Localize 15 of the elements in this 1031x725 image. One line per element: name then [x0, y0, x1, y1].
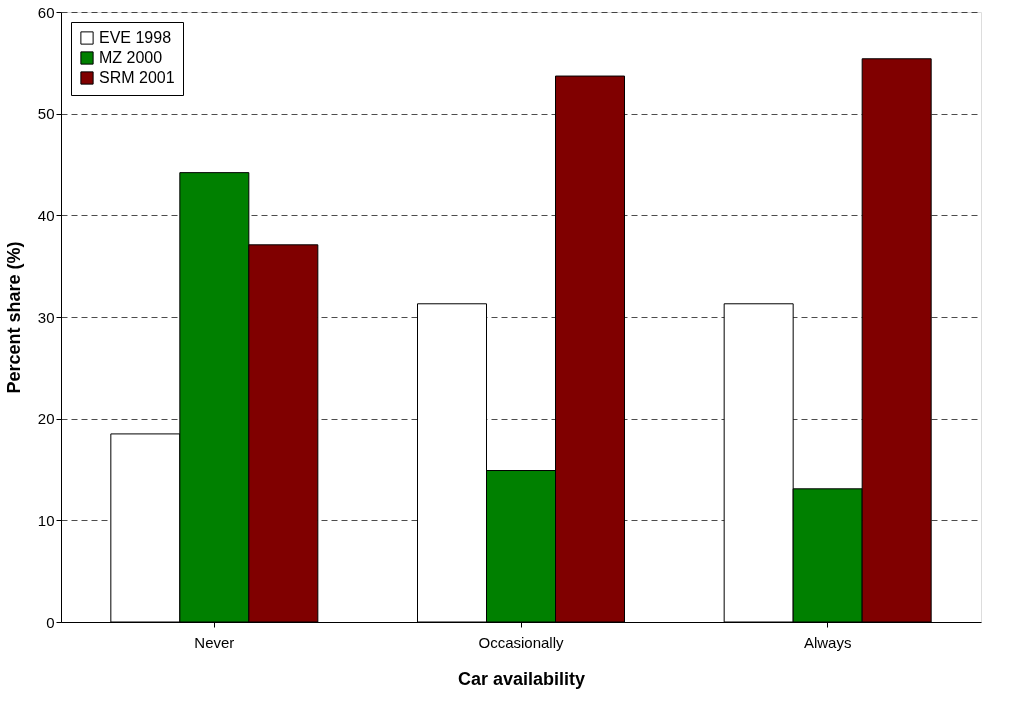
legend-label: MZ 2000 [99, 49, 163, 66]
legend-label: SRM 2001 [99, 69, 175, 86]
y-tick-label: 60 [37, 3, 55, 21]
y-tick-label: 10 [37, 511, 55, 529]
y-tick-label: 30 [37, 308, 55, 326]
x-tick-label: Never [194, 633, 235, 651]
y-tick-label: 0 [46, 613, 55, 631]
y-tick-label: 50 [37, 105, 55, 123]
legend-label: EVE 1998 [99, 29, 172, 46]
y-tick-label: 40 [37, 206, 55, 224]
y-axis-title: Percent share (%) [3, 241, 24, 394]
x-tick-label: Always [803, 633, 852, 651]
x-axis-title: Car availability [457, 668, 586, 689]
x-tick-label: Occasionally [478, 633, 565, 651]
y-tick-label: 20 [37, 410, 55, 428]
